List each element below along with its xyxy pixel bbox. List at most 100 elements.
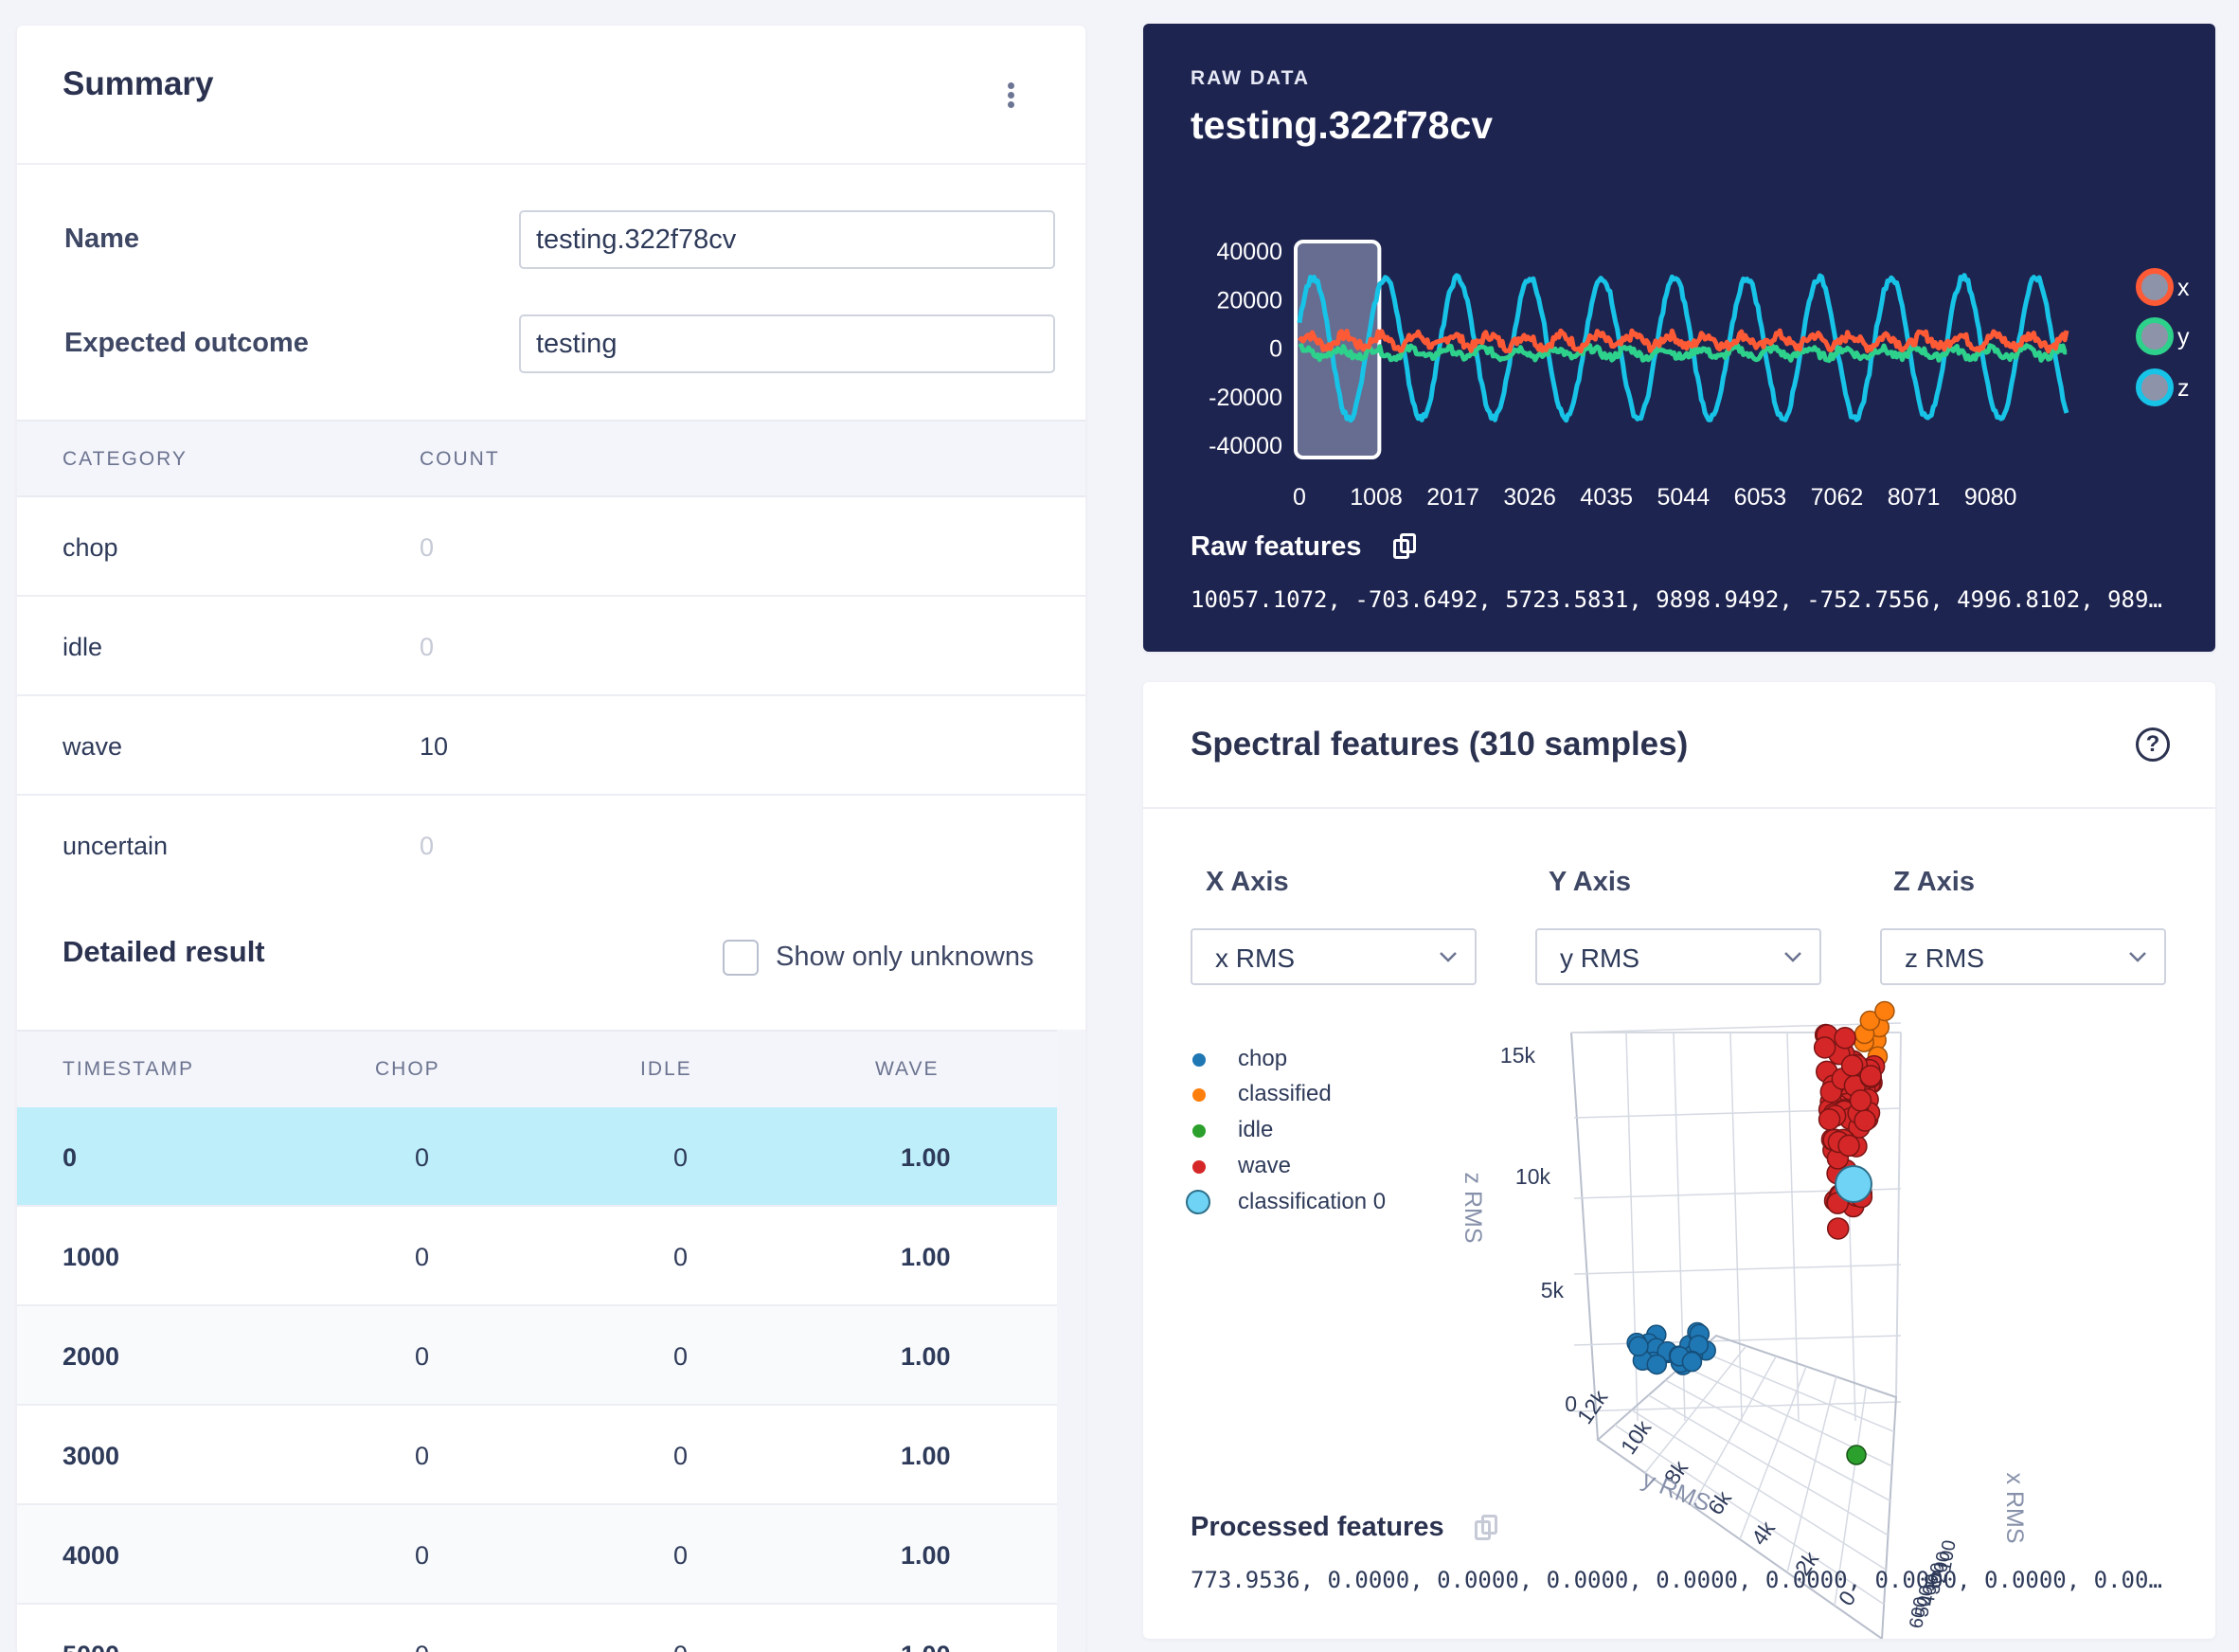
more-options-icon[interactable] <box>1008 82 1017 109</box>
table-row[interactable]: 0 0 0 1.00 <box>17 1107 1057 1207</box>
wave-column-header: WAVE <box>875 1058 940 1080</box>
grid-line <box>1573 1022 1902 1033</box>
z-tick-label: 15k <box>1500 1043 1536 1068</box>
series-line-x <box>1297 328 2069 354</box>
wave-cell: 1.00 <box>901 1641 951 1652</box>
table-row[interactable]: 3000 0 0 1.00 <box>17 1406 1057 1505</box>
category-name: chop <box>63 533 118 562</box>
help-icon[interactable]: ? <box>2136 727 2170 762</box>
wave-point <box>1837 1134 1860 1158</box>
y-tick-label: 0 <box>1269 336 1282 363</box>
chop-point <box>1681 1351 1703 1373</box>
category-column-header: CATEGORY <box>63 448 188 470</box>
legend-label: idle <box>1238 1117 1274 1142</box>
classification-point <box>1835 1165 1872 1203</box>
classified-point <box>1859 1010 1881 1032</box>
wave-cell: 1.00 <box>901 1143 951 1172</box>
z-tick-label: 10k <box>1515 1164 1551 1189</box>
category-row: chop 0 <box>17 497 1085 597</box>
y-tick-label: 12k <box>1572 1385 1613 1428</box>
y-axis-label: Y Axis <box>1549 867 1632 897</box>
table-row[interactable]: 5000 0 0 1.00 <box>17 1605 1057 1652</box>
timestamp-cell: 5000 <box>63 1641 119 1652</box>
chevron-down-icon <box>1440 952 1457 962</box>
x-axis-label: X Axis <box>1206 867 1289 897</box>
show-only-unknowns-checkbox[interactable] <box>723 940 759 976</box>
expected-outcome-input[interactable] <box>519 314 1055 373</box>
raw-features-values: 10057.1072, -703.6492, 5723.5831, 9898.9… <box>1191 586 2162 613</box>
table-row[interactable]: 1000 0 0 1.00 <box>17 1207 1057 1306</box>
table-row[interactable]: 2000 0 0 1.00 <box>17 1306 1057 1406</box>
detailed-result-table: TIMESTAMP CHOP IDLE WAVE 0 0 0 1.00 1000… <box>17 1030 1057 1652</box>
box-edge <box>1895 1032 1902 1398</box>
spectral-header: Spectral features (310 samples) ? <box>1143 682 2215 809</box>
grid-line <box>1644 1345 1747 1474</box>
wave-point <box>1826 1217 1850 1240</box>
chevron-down-icon <box>1784 952 1801 962</box>
idle-cell: 0 <box>673 1541 689 1570</box>
y-tick-label: 4k <box>1746 1517 1781 1550</box>
x-tick-label: 2017 <box>1426 484 1479 511</box>
z-axis-select-value: z RMS <box>1905 943 1984 973</box>
table-scroll-gutter <box>1057 1030 1085 1652</box>
copy-icon[interactable] <box>1475 1515 1497 1541</box>
x-tick-label: 0 <box>1293 484 1306 511</box>
chop-point <box>1628 1336 1649 1357</box>
copy-icon[interactable] <box>1393 533 1416 560</box>
legend-marker-x <box>2136 268 2174 306</box>
y-axis-select[interactable]: y RMS <box>1535 928 1821 985</box>
summary-title: Summary <box>63 65 214 102</box>
legend-label: classified <box>1238 1081 1332 1106</box>
x-tick-label: 8071 <box>1888 484 1941 511</box>
category-row: idle 0 <box>17 597 1085 696</box>
raw-data-chart: 40000 20000 0 -20000 -40000 0 1008 2017 3026 4035… <box>1209 239 2190 511</box>
x-tick-label: 7062 <box>1811 484 1864 511</box>
x-tick-label: 1008 <box>1350 484 1403 511</box>
wave-point <box>1818 1107 1841 1131</box>
idle-cell: 0 <box>673 1342 689 1371</box>
show-only-unknowns-label[interactable]: Show only unknowns <box>776 942 1034 972</box>
chop-cell: 0 <box>415 1243 430 1271</box>
timestamp-column-header: TIMESTAMP <box>63 1058 194 1080</box>
timestamp-cell: 0 <box>63 1143 78 1172</box>
wave-cell: 1.00 <box>901 1541 951 1570</box>
name-input[interactable] <box>519 210 1055 269</box>
category-name: wave <box>63 732 123 761</box>
x-tick-label: 5044 <box>1657 484 1711 511</box>
legend-label: classification 0 <box>1238 1189 1387 1214</box>
z-axis-select[interactable]: z RMS <box>1880 928 2166 985</box>
category-table-header: CATEGORY COUNT <box>17 420 1085 497</box>
chevron-down-icon <box>2129 952 2146 962</box>
idle-legend-dot <box>1192 1124 1206 1138</box>
legend-label: chop <box>1238 1046 1288 1071</box>
category-count: 10 <box>420 732 449 761</box>
chop-cell: 0 <box>415 1541 430 1570</box>
legend-label-x: x <box>2177 275 2190 301</box>
z-axis-label: Z Axis <box>1893 867 1975 897</box>
x-axis-select[interactable]: x RMS <box>1191 928 1477 985</box>
wave-point <box>1859 1065 1882 1087</box>
grid-line <box>1786 1032 1800 1422</box>
y-tick-label: -20000 <box>1209 385 1282 411</box>
classified-point <box>1874 1000 1895 1022</box>
classified-legend-dot <box>1192 1088 1206 1102</box>
category-name: idle <box>63 633 103 661</box>
raw-data-kicker: RAW DATA <box>1191 67 1311 89</box>
z-axis-line <box>1570 1032 1599 1441</box>
summary-card: Summary Name Expected outcome CATEGORY C… <box>17 26 1085 1652</box>
spectral-features-card: Spectral features (310 samples) ? X Axis… <box>1143 682 2215 1639</box>
category-count: 0 <box>420 832 435 860</box>
classification-legend-dot <box>1186 1190 1210 1214</box>
wave-point <box>1834 1027 1856 1050</box>
x-tick-label: 9080 <box>1964 484 2017 511</box>
legend-marker-y <box>2136 317 2174 355</box>
processed-features-label: Processed features <box>1191 1512 1444 1542</box>
table-row[interactable]: 4000 0 0 1.00 <box>17 1505 1057 1605</box>
y-tick-label: -40000 <box>1209 433 1282 459</box>
wave-point <box>1854 1109 1876 1132</box>
category-count: 0 <box>420 633 435 661</box>
z-tick-label: 0 <box>1565 1392 1577 1416</box>
grid-line <box>1692 1356 1777 1507</box>
legend-label-y: y <box>2177 324 2190 350</box>
